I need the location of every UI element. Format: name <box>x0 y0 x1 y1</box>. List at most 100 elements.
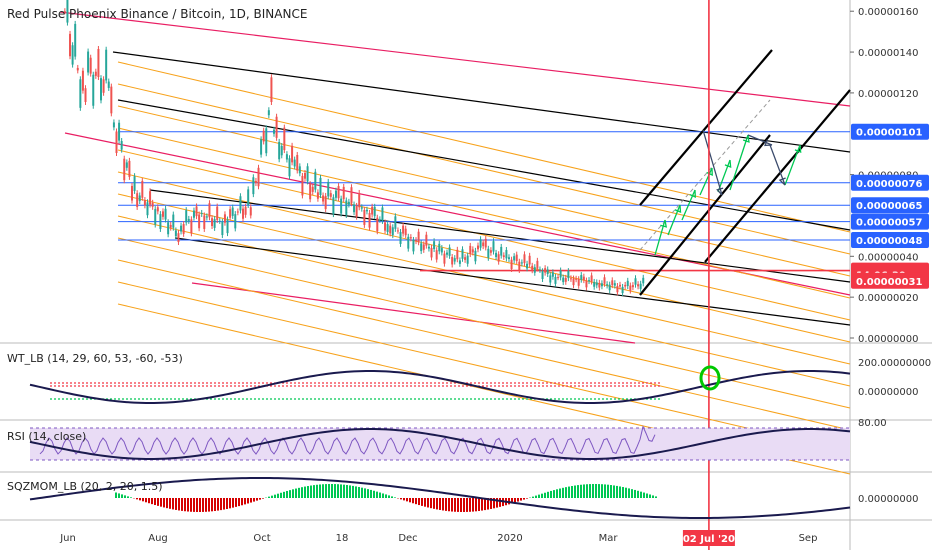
sqz-histogram-bar <box>469 498 471 512</box>
candle-body <box>425 234 428 246</box>
fib-channel-line <box>117 83 851 255</box>
sqz-histogram-bar <box>205 498 207 512</box>
candle-body <box>218 220 221 222</box>
sqz-histogram-bar <box>145 498 147 503</box>
candle-body <box>260 139 263 155</box>
price-tag <box>851 213 929 230</box>
candle-body <box>500 246 503 256</box>
candle-body <box>249 207 252 216</box>
candle-body <box>87 51 90 73</box>
candle-body <box>502 255 505 257</box>
candle-body <box>528 255 531 265</box>
projection-arrow <box>747 134 773 146</box>
price-tag <box>851 123 929 140</box>
sqz-histogram-bar <box>346 485 348 498</box>
projection-arrow-head <box>778 177 786 186</box>
price-axis[interactable]: 0.000001600.000001400.000001200.00000080… <box>850 7 931 505</box>
candle-body <box>381 207 384 221</box>
sqz-histogram-bar <box>535 495 537 498</box>
sqz-histogram-bar <box>403 498 405 501</box>
candle-body <box>433 241 436 250</box>
price-tag-label: 0.00000057 <box>856 218 922 229</box>
candle-body <box>327 181 330 197</box>
sqz-histogram-bar <box>580 484 582 498</box>
candle-body <box>110 86 113 114</box>
sqz-histogram-bar <box>340 484 342 498</box>
sqz-histogram-bar <box>313 485 315 498</box>
sqz-histogram-bar <box>520 498 522 501</box>
candle-body <box>350 187 353 204</box>
sqz-histogram-bar <box>148 498 150 504</box>
candle-body <box>404 228 407 236</box>
sqz-histogram-bar <box>280 492 282 498</box>
rsi-indicator-title[interactable]: RSI (14, close) <box>7 430 87 443</box>
sqz-histogram-bar <box>631 489 633 498</box>
candle-body <box>234 214 237 229</box>
candle-body <box>216 206 219 220</box>
sqz-histogram-bar <box>481 498 483 511</box>
sqz-histogram-bar <box>382 493 384 498</box>
outer-channel-line <box>59 11 851 107</box>
sqz-histogram-bar <box>160 498 162 507</box>
candle-body <box>613 283 616 286</box>
candle-body <box>569 278 572 280</box>
fib-channel-line <box>117 237 851 409</box>
price-tag-label: 0.00000048 <box>856 236 922 247</box>
candle-body <box>482 242 485 247</box>
time-axis[interactable]: Jun Aug Oct 18 Dec 2020 Mar Sep 02 Jul '20 <box>59 530 817 546</box>
sqz-histogram-bar <box>271 495 273 498</box>
wt-indicator-title[interactable]: WT_LB (14, 29, 60, 53, -60, -53) <box>7 352 183 365</box>
candle-body <box>322 195 325 202</box>
candle-body <box>523 254 526 264</box>
candle-body <box>446 252 449 255</box>
candle-body <box>368 212 371 228</box>
projection-arrow-head <box>742 134 750 143</box>
price-tick-label: 0.00000040 <box>858 252 918 263</box>
sqz-histogram-bar <box>301 487 303 498</box>
sqz-histogram-bar <box>307 486 309 498</box>
candle-body <box>231 207 234 216</box>
candle-body <box>631 285 634 288</box>
projection-arrow <box>699 167 713 196</box>
sqz-histogram-bar <box>646 493 648 498</box>
candle-body <box>435 250 438 260</box>
sqz-histogram-bar <box>610 485 612 498</box>
sqz-histogram-bar <box>445 498 447 511</box>
sqz-histogram-bar <box>316 484 318 498</box>
sqz-histogram-bar <box>178 498 180 511</box>
candle-body <box>386 224 389 232</box>
sqz-histogram-bar <box>604 484 606 498</box>
candle-body <box>296 154 299 171</box>
price-tag <box>851 272 929 289</box>
candle-body <box>342 186 345 200</box>
sqz-histogram-bar <box>115 492 117 498</box>
sqz-histogram-bar <box>208 498 210 512</box>
sqz-histogram-bar <box>283 491 285 498</box>
candle-body <box>474 250 477 262</box>
candle-body <box>531 265 534 271</box>
sqz-histogram-bar <box>181 498 183 511</box>
candle-body <box>551 272 554 277</box>
sqz-histogram-bar <box>130 497 132 498</box>
candle-body <box>120 141 123 150</box>
sqz-histogram-bar <box>574 485 576 498</box>
fib-channel-line <box>117 281 851 453</box>
sqz-histogram-bar <box>364 488 366 498</box>
candle-body <box>340 198 343 214</box>
candle-body <box>84 88 87 102</box>
candle-body <box>642 277 645 284</box>
candle-body <box>229 209 232 218</box>
ascending-channel-line <box>639 134 771 296</box>
sqz-histogram-bar <box>295 488 297 498</box>
sqz-histogram-bar <box>583 484 585 498</box>
candle-body <box>533 267 536 273</box>
fib-channel-line <box>117 171 851 343</box>
sqz-histogram-bar <box>559 488 561 498</box>
price-tick-label: 0.00000120 <box>858 89 918 100</box>
sqzmom-indicator-title[interactable]: SQZMOM_LB (20, 2, 20, 1.5) <box>7 480 163 493</box>
candle-body <box>267 110 270 116</box>
candle-body <box>198 214 201 229</box>
sqz-histogram-bar <box>490 498 492 509</box>
sqz-histogram-bar <box>484 498 486 511</box>
